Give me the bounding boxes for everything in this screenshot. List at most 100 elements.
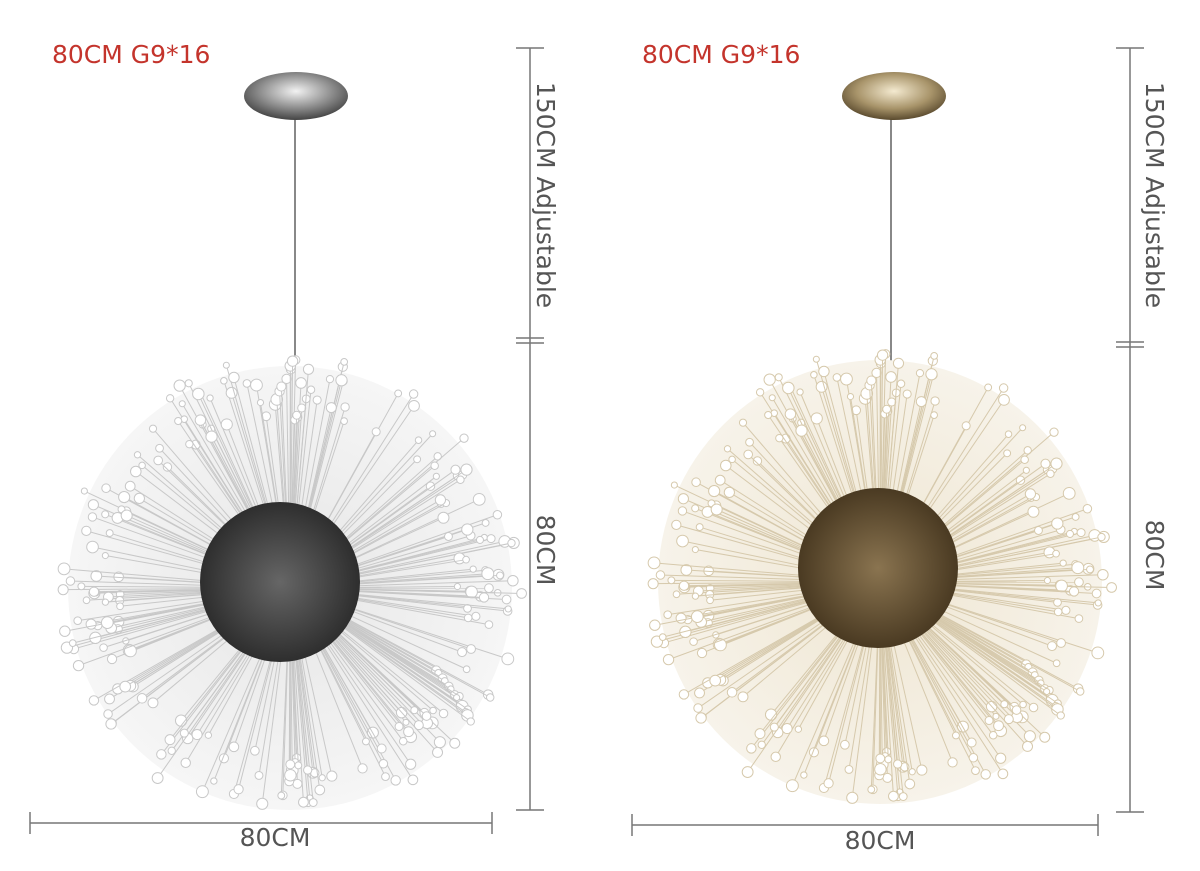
ray (346, 606, 508, 660)
ray (340, 620, 455, 696)
ray (349, 586, 458, 588)
crystal (726, 687, 738, 698)
ray (325, 635, 404, 742)
ray (342, 615, 489, 696)
ray (107, 621, 241, 715)
crystal (876, 349, 889, 361)
crystal (916, 764, 928, 776)
crystal (516, 588, 527, 599)
ray (931, 611, 1029, 668)
crystal (381, 772, 390, 781)
crystal (100, 616, 114, 629)
crystal (1043, 576, 1052, 585)
ray (344, 498, 480, 563)
crystal (689, 637, 698, 646)
ray (349, 557, 460, 579)
crystal (951, 731, 960, 740)
ray (346, 514, 498, 569)
crystal (86, 540, 99, 554)
ray (349, 588, 472, 593)
crystal (340, 402, 350, 412)
crystal (662, 653, 675, 666)
crystal (459, 433, 469, 443)
crystal (823, 778, 834, 789)
ray (342, 503, 442, 560)
crystal (72, 659, 85, 672)
crystal (77, 582, 86, 591)
crystal (898, 792, 908, 801)
ray (348, 538, 492, 575)
ray (932, 611, 1027, 665)
crystal (120, 509, 133, 522)
crystal (465, 585, 478, 599)
ray (157, 636, 257, 779)
crystal (1074, 577, 1084, 588)
crystal (378, 759, 389, 769)
ray (697, 592, 822, 618)
crystal (993, 720, 1004, 732)
crystal (501, 594, 512, 605)
crystal (292, 778, 303, 789)
crystal (695, 523, 704, 532)
crystal (755, 388, 765, 397)
ray (901, 637, 954, 763)
ray (348, 540, 505, 576)
ray (937, 530, 1075, 568)
crystal (105, 529, 114, 538)
ray (938, 536, 1102, 571)
ray (319, 639, 383, 749)
ray (291, 647, 296, 763)
ray (917, 628, 1002, 732)
ray (925, 620, 1024, 705)
crystal (99, 643, 108, 652)
canopy (244, 72, 348, 120)
ray (932, 609, 1079, 690)
crystal (449, 737, 461, 749)
ray (298, 647, 321, 791)
crystal (405, 758, 417, 770)
ray (297, 647, 316, 773)
ray (803, 637, 859, 776)
ray (698, 584, 821, 592)
ray (671, 579, 821, 583)
crystal (162, 462, 173, 472)
ray (939, 568, 1091, 579)
crystal (314, 784, 326, 796)
crystal (407, 774, 419, 786)
crystal (456, 475, 465, 485)
ray (318, 640, 397, 781)
crystal (904, 778, 916, 790)
crystal (133, 451, 142, 459)
ray (169, 634, 254, 740)
crystal (478, 592, 490, 603)
ray (349, 590, 485, 598)
crystal (971, 766, 980, 775)
crystal (930, 411, 938, 419)
crystal (691, 592, 700, 600)
ray (936, 508, 1088, 563)
crystal (164, 734, 176, 746)
ray (233, 645, 275, 795)
crystal (915, 369, 925, 378)
crystal (884, 755, 893, 764)
ray (919, 626, 1028, 747)
ray (342, 617, 437, 671)
crystal (810, 371, 818, 379)
ray (925, 431, 1055, 544)
ray (294, 369, 309, 529)
crystal (179, 728, 189, 738)
crystal (192, 387, 205, 401)
ray (280, 647, 288, 796)
crystal (1040, 458, 1051, 469)
ray (331, 458, 418, 546)
ray (907, 634, 974, 759)
crystal (228, 371, 240, 384)
crystal (694, 687, 705, 699)
ray (889, 641, 913, 772)
ray (332, 629, 415, 711)
crystal (433, 452, 442, 461)
crystal (723, 445, 732, 453)
crystal (812, 355, 820, 363)
height-label: 80CM (531, 515, 560, 586)
height-label: 80CM (1140, 520, 1169, 591)
